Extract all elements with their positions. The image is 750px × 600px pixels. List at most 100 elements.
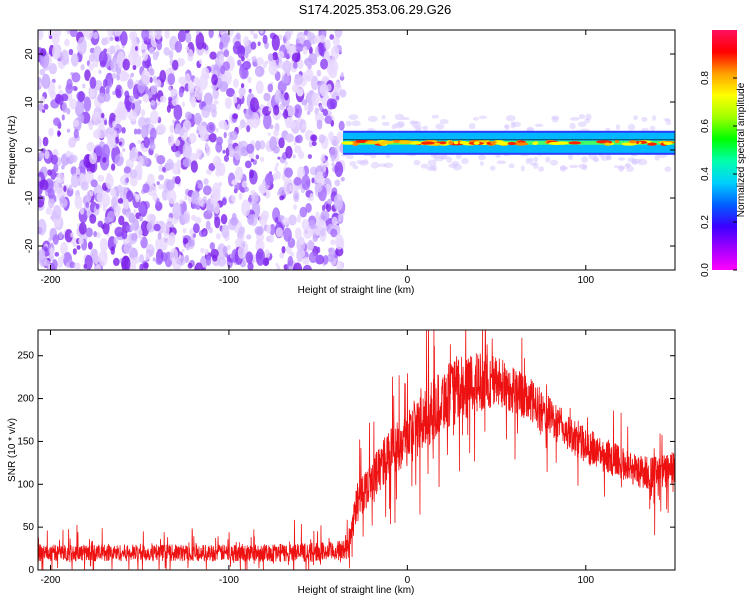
noise-blob bbox=[92, 111, 101, 126]
band-hotspot bbox=[532, 141, 538, 146]
band-halo bbox=[461, 158, 469, 165]
band-hotspot bbox=[355, 139, 367, 143]
noise-blob bbox=[277, 156, 281, 160]
noise-blob bbox=[223, 131, 227, 139]
noise-blob bbox=[274, 89, 282, 104]
noise-blob bbox=[166, 158, 174, 170]
band-hotspot bbox=[568, 141, 582, 145]
noise-blob bbox=[150, 85, 157, 95]
noise-blob bbox=[297, 150, 305, 160]
noise-blob bbox=[302, 46, 308, 55]
noise-blob bbox=[194, 85, 203, 101]
snr-series-line bbox=[38, 330, 675, 570]
noise-blob bbox=[205, 145, 211, 157]
noise-blob bbox=[296, 59, 304, 70]
noise-blob bbox=[231, 179, 238, 186]
noise-blob bbox=[137, 116, 147, 128]
noise-blob bbox=[72, 119, 80, 128]
noise-blob bbox=[104, 119, 108, 126]
noise-blob bbox=[139, 263, 144, 270]
noise-blob bbox=[197, 183, 203, 189]
noise-blob bbox=[308, 140, 314, 148]
band-halo bbox=[637, 158, 648, 166]
noise-blob bbox=[79, 173, 86, 181]
noise-blob bbox=[273, 104, 280, 116]
noise-blob bbox=[206, 121, 216, 134]
noise-blob bbox=[128, 232, 138, 245]
noise-blob bbox=[301, 123, 307, 129]
noise-blob bbox=[241, 67, 249, 79]
noise-blob bbox=[56, 187, 64, 199]
spectrogram-y-ticks: -20 -10 0 10 20 bbox=[24, 48, 675, 253]
noise-blob bbox=[131, 35, 137, 46]
noise-blob bbox=[106, 133, 112, 141]
noise-blob bbox=[238, 141, 242, 148]
colorbar-tick-label: 0.8 bbox=[700, 71, 711, 85]
noise-blob bbox=[305, 203, 312, 213]
noise-blob bbox=[135, 194, 140, 203]
band-hotspot bbox=[628, 140, 638, 144]
noise-blob bbox=[200, 247, 205, 254]
noise-blob bbox=[284, 167, 293, 178]
noise-blob bbox=[337, 213, 344, 222]
noise-blob bbox=[38, 187, 43, 196]
noise-blob bbox=[53, 117, 61, 126]
band-halo bbox=[504, 124, 509, 129]
y-tick-label: 10 bbox=[24, 96, 35, 108]
noise-blob bbox=[221, 224, 230, 239]
noise-blob bbox=[269, 136, 277, 152]
noise-blob bbox=[268, 234, 275, 243]
noise-blob bbox=[281, 75, 290, 84]
noise-blob bbox=[255, 248, 265, 266]
noise-blob bbox=[209, 51, 217, 60]
noise-blob bbox=[231, 195, 236, 203]
noise-blob bbox=[294, 43, 304, 53]
noise-blob bbox=[105, 174, 114, 190]
noise-blob bbox=[166, 191, 171, 201]
noise-blob bbox=[233, 145, 242, 161]
band-halo bbox=[560, 166, 568, 170]
noise-blob bbox=[275, 162, 279, 167]
noise-blob bbox=[109, 36, 114, 42]
noise-blob bbox=[56, 256, 64, 268]
band-halo bbox=[381, 121, 390, 126]
noise-blob bbox=[183, 237, 189, 245]
noise-blob bbox=[285, 116, 292, 129]
noise-blob bbox=[267, 83, 274, 93]
noise-blob bbox=[52, 204, 62, 220]
noise-blob bbox=[53, 182, 60, 191]
noise-blob bbox=[114, 44, 120, 51]
noise-blob bbox=[112, 120, 117, 128]
snr-y-ticks: 0 50 100 150 200 250 bbox=[17, 351, 675, 576]
noise-blob bbox=[187, 49, 194, 62]
noise-blob bbox=[156, 123, 167, 135]
noise-blob bbox=[238, 192, 243, 200]
band-hotspot bbox=[408, 141, 422, 145]
noise-blob bbox=[84, 254, 93, 270]
colorbar-ticks: 0.0 0.2 0.4 0.6 0.8 bbox=[700, 71, 737, 277]
band-halo bbox=[585, 113, 592, 121]
noise-blob bbox=[301, 99, 308, 106]
noise-blob bbox=[44, 246, 48, 252]
noise-blob bbox=[101, 112, 105, 119]
x-tick-label: -200 bbox=[40, 575, 60, 586]
noise-blob bbox=[101, 193, 111, 208]
band-halo bbox=[431, 114, 440, 119]
noise-blob bbox=[260, 156, 265, 163]
band-halo bbox=[520, 165, 525, 172]
noise-blob bbox=[195, 30, 200, 36]
noise-blob bbox=[51, 259, 58, 270]
noise-blob bbox=[213, 201, 220, 215]
noise-blob bbox=[282, 60, 292, 74]
noise-blob bbox=[166, 104, 171, 113]
y-tick-label: 150 bbox=[17, 436, 34, 447]
noise-blob bbox=[223, 70, 232, 86]
band-halo bbox=[592, 157, 598, 162]
noise-blob bbox=[122, 148, 126, 152]
noise-blob bbox=[38, 30, 44, 41]
band-halo bbox=[663, 117, 671, 122]
noise-blob bbox=[159, 95, 167, 103]
noise-blob bbox=[329, 98, 338, 110]
band-halo bbox=[427, 159, 437, 167]
band-halo bbox=[448, 163, 458, 169]
